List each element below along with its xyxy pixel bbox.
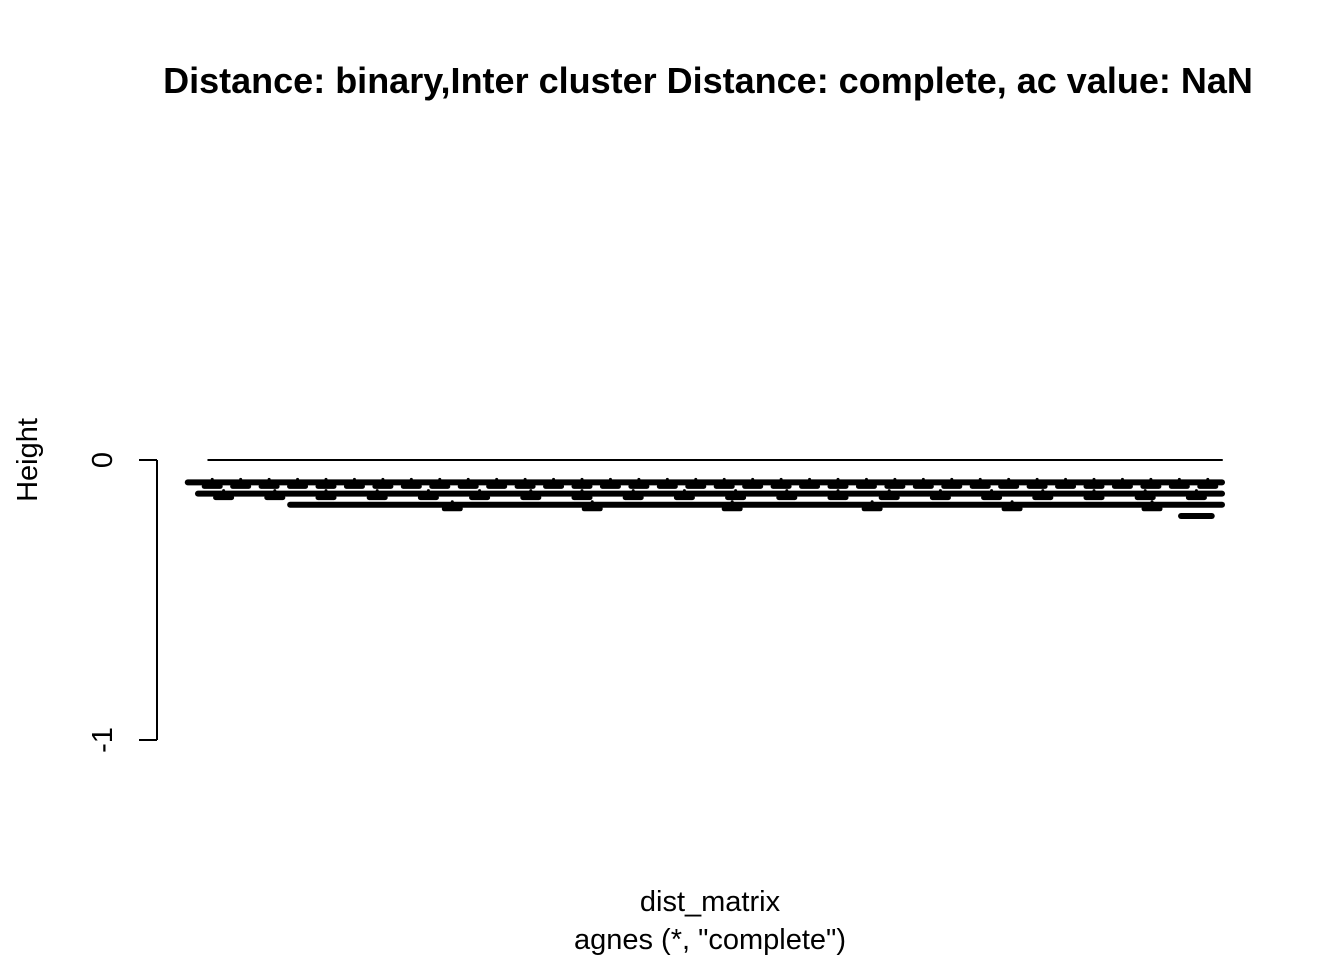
x-axis-subtitle: agnes (*, "complete") bbox=[574, 924, 846, 956]
x-axis-label: dist_matrix bbox=[640, 886, 781, 918]
y-axis-label: Height bbox=[12, 418, 44, 502]
y-axis: 0 -1 bbox=[87, 452, 158, 753]
dendrogram-branches bbox=[184, 459, 1225, 519]
y-tick-label-minus-1: -1 bbox=[87, 727, 119, 753]
y-tick-label-0: 0 bbox=[87, 452, 119, 468]
chart-title: Distance: binary,Inter cluster Distance:… bbox=[163, 60, 1253, 101]
